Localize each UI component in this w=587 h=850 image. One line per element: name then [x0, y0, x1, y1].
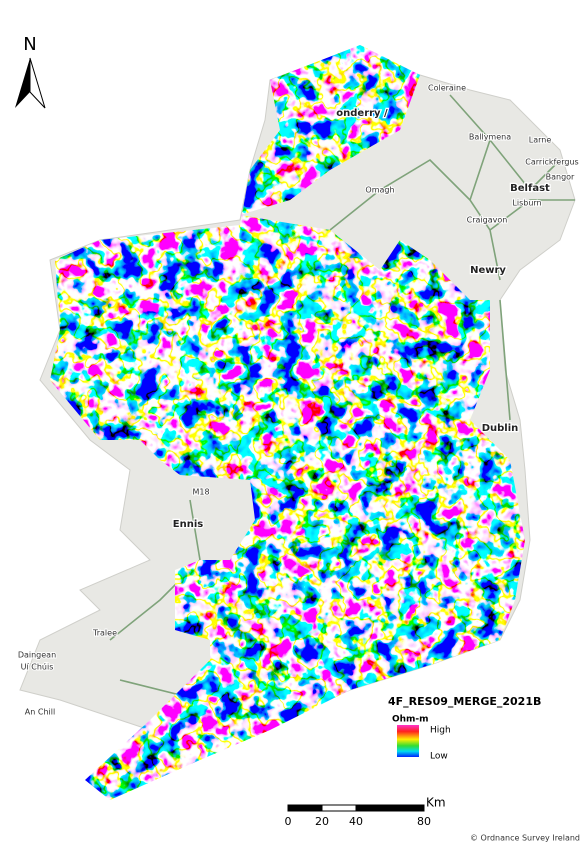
legend-low: Low [430, 752, 448, 762]
scale-segment [287, 804, 323, 812]
scale-segment [321, 804, 357, 812]
legend: 4F_RES09_MERGE_2021B Ohm-m High Low [388, 695, 541, 762]
place-label: M18 [192, 488, 209, 497]
place-label: Newry [470, 265, 506, 276]
place-label: Tralee [92, 629, 117, 638]
credit: © Ordnance Survey Ireland [470, 834, 580, 843]
place-label: onderry / [336, 108, 388, 119]
place-label: Craigavon [467, 216, 508, 225]
scale-tick-label: 0 [285, 815, 292, 828]
scale-unit: Km [426, 796, 446, 810]
place-label: Belfast [510, 183, 550, 194]
place-label: Ballymena [469, 133, 511, 142]
place-label: Bangor [546, 173, 575, 182]
scale-bar: 0 20 40 80 Km [285, 796, 446, 829]
place-label: Larne [529, 136, 552, 145]
north-arrow: N [15, 34, 46, 109]
place-label: An Chill [25, 708, 55, 717]
legend-high: High [430, 726, 451, 736]
place-label: Dublin [482, 423, 519, 434]
place-label: Daingean [18, 651, 56, 660]
place-label: Lisburn [512, 199, 541, 208]
scale-tick-label: 40 [349, 815, 363, 828]
place-label: Omagh [365, 186, 394, 195]
scale-tick-label: 20 [315, 815, 329, 828]
legend-title: 4F_RES09_MERGE_2021B [388, 695, 541, 708]
scale-tick-label: 80 [417, 815, 431, 828]
legend-unit: Ohm-m [392, 715, 429, 725]
scale-segment [355, 804, 425, 812]
place-label: Carrickfergus [525, 158, 578, 167]
place-label: Ennis [173, 519, 203, 530]
legend-ramp [397, 725, 419, 757]
place-labels: Coleraine onderry / Ballymena Larne Carrickf… [17, 83, 580, 718]
north-label: N [23, 34, 36, 55]
place-label: Uí Chúis [21, 663, 54, 672]
place-label: Coleraine [428, 84, 466, 93]
